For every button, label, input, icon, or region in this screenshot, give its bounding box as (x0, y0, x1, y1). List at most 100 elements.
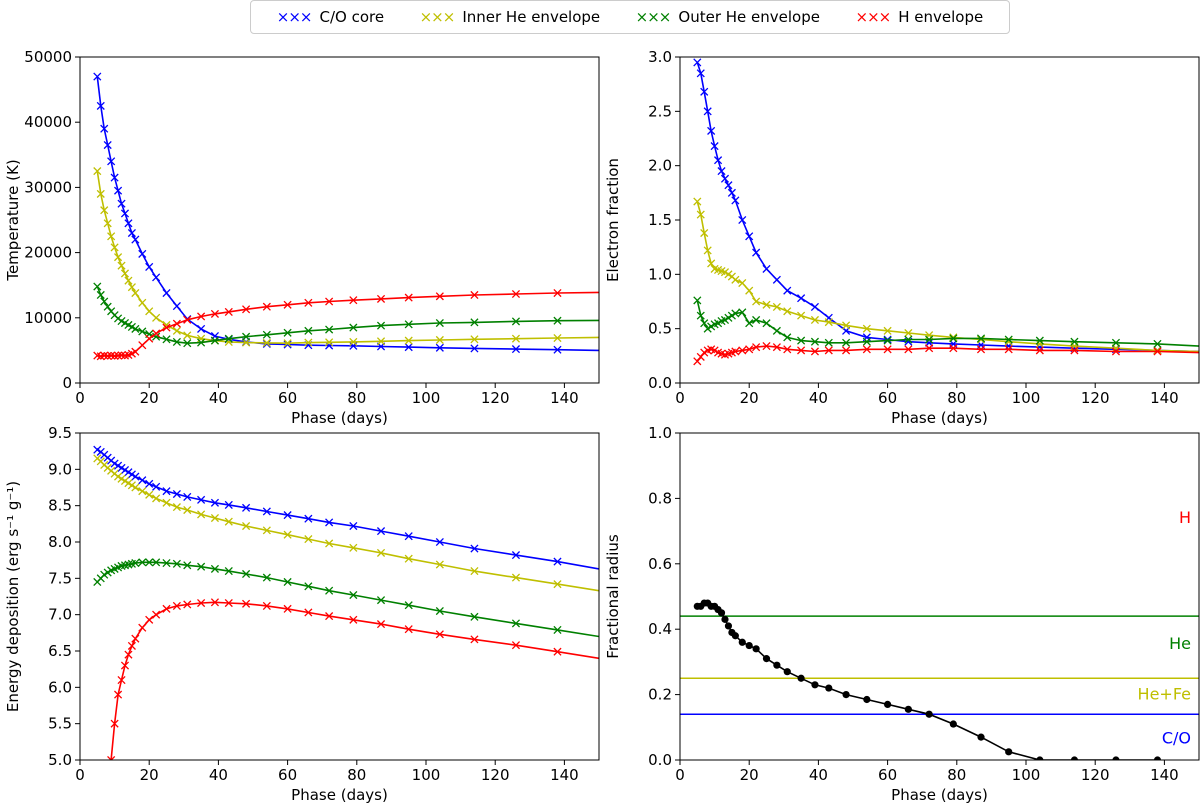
data-point (745, 232, 754, 241)
series-line-0 (696, 62, 1199, 353)
data-point (1070, 337, 1079, 346)
data-point (731, 275, 740, 284)
data-point (721, 615, 729, 623)
data-point (124, 219, 133, 228)
data-point (925, 335, 934, 344)
data-point (745, 641, 753, 650)
data-point (1153, 756, 1162, 760)
y-tick-label: 1.0 (648, 265, 672, 283)
data-point (752, 343, 761, 352)
data-point (553, 580, 562, 589)
x-tick-label: 0 (75, 389, 85, 407)
data-point (884, 700, 892, 709)
data-point (262, 526, 271, 535)
data-point (325, 586, 334, 595)
data-point (172, 337, 181, 346)
data-point (172, 503, 181, 512)
data-point (138, 249, 147, 258)
data-point (138, 298, 147, 307)
data-point (1035, 339, 1044, 348)
x-tick-label: 120 (1081, 389, 1110, 407)
x-tick-label: 140 (550, 766, 579, 784)
data-point (783, 345, 792, 354)
plot-area (693, 58, 1199, 366)
data-point (724, 622, 733, 630)
x-tick-label: 100 (1012, 766, 1041, 784)
data-point (145, 262, 154, 272)
data-point (762, 341, 771, 351)
data-point (904, 705, 912, 713)
series-line-0 (96, 76, 599, 352)
y-tick-label: 0.5 (648, 320, 672, 338)
data-point (949, 720, 957, 728)
x-axis-label: Phase (days) (891, 786, 988, 804)
data-point (183, 600, 192, 609)
data-point (1070, 346, 1079, 355)
legend-item-inner-he: ××× Inner He envelope (420, 8, 601, 26)
data-point (720, 174, 730, 183)
data-point (862, 345, 871, 354)
data-point (162, 288, 171, 298)
data-point (797, 311, 806, 320)
data-point (224, 517, 233, 526)
data-point (745, 345, 754, 354)
data-point (738, 215, 747, 225)
data-point (325, 338, 334, 347)
data-point (162, 323, 171, 332)
x-tick-label: 80 (347, 766, 366, 784)
y-tick-label: 0.6 (648, 555, 672, 573)
data-point (152, 313, 161, 322)
plot-area (693, 599, 1162, 760)
series-line-3 (97, 291, 599, 358)
data-point (138, 623, 147, 632)
data-point (110, 243, 119, 252)
data-point (145, 490, 154, 499)
y-tick-label: 9.5 (48, 424, 72, 442)
x-axis-label: Phase (days) (891, 409, 988, 427)
data-point (752, 297, 761, 306)
data-point (124, 650, 133, 659)
legend-item-outer-he: ××× Outer He envelope (636, 8, 820, 26)
data-point (762, 300, 771, 309)
data-point (553, 625, 562, 634)
data-point (1111, 338, 1121, 347)
series-line-2 (96, 286, 599, 345)
data-point (783, 286, 792, 295)
data-point (404, 532, 413, 541)
data-point (842, 691, 850, 699)
data-point (131, 324, 140, 333)
data-point (404, 554, 413, 563)
data-point (717, 609, 726, 617)
data-point (863, 695, 871, 704)
data-point (283, 339, 292, 348)
data-point (100, 206, 109, 215)
data-point (96, 101, 105, 110)
data-point (553, 647, 562, 656)
series-line-1 (696, 201, 1199, 353)
y-tick-label: 6.0 (48, 678, 72, 696)
legend-item-co-core: ××× C/O core (277, 8, 384, 26)
data-point (138, 341, 147, 350)
x-tick-label: 60 (878, 766, 897, 784)
data-point (976, 334, 986, 343)
data-point (810, 302, 819, 311)
x-axis-label: Phase (days) (291, 409, 388, 427)
data-point (117, 676, 126, 685)
data-point (1035, 336, 1044, 345)
data-point (745, 319, 754, 328)
data-point (114, 253, 123, 262)
data-point (172, 601, 181, 611)
data-point (117, 351, 126, 360)
data-point (242, 569, 251, 579)
data-point (138, 476, 147, 485)
data-point (304, 298, 313, 307)
data-point (1035, 346, 1044, 355)
data-point (172, 326, 181, 335)
data-point (152, 494, 161, 503)
data-point (1070, 756, 1079, 760)
data-point (693, 296, 702, 305)
data-point (949, 333, 958, 342)
y-tick-label: 8.5 (48, 497, 72, 515)
data-point (470, 318, 479, 327)
data-point (103, 219, 112, 228)
